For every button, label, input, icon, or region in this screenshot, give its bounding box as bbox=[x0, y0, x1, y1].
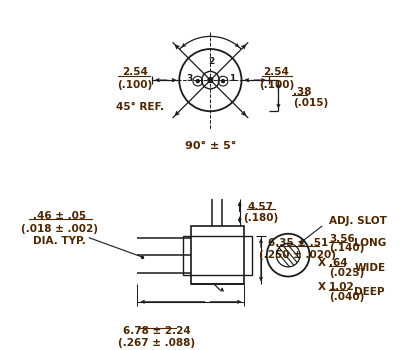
Text: 6.78 ± 2.24: 6.78 ± 2.24 bbox=[123, 326, 191, 336]
Text: (.250 ± .020): (.250 ± .020) bbox=[259, 250, 336, 260]
Text: DEEP: DEEP bbox=[354, 287, 385, 297]
Text: (.100): (.100) bbox=[117, 80, 152, 90]
Text: .38: .38 bbox=[293, 87, 312, 97]
Bar bbox=[183, 236, 252, 275]
Text: 2: 2 bbox=[208, 57, 214, 66]
Text: 90° ± 5°: 90° ± 5° bbox=[185, 141, 236, 151]
Text: 3.56: 3.56 bbox=[329, 233, 355, 244]
Text: 2.54: 2.54 bbox=[122, 67, 148, 77]
Text: 1: 1 bbox=[229, 74, 235, 83]
Text: .64: .64 bbox=[329, 258, 348, 268]
Bar bbox=[191, 226, 244, 284]
Circle shape bbox=[208, 78, 213, 83]
Text: (.180): (.180) bbox=[243, 213, 278, 223]
Text: (.267 ± .088): (.267 ± .088) bbox=[118, 338, 196, 348]
Text: (.018 ± .002): (.018 ± .002) bbox=[21, 224, 98, 234]
Text: (.100): (.100) bbox=[259, 80, 294, 90]
Text: X: X bbox=[317, 282, 325, 292]
Text: 6.35 ± .51: 6.35 ± .51 bbox=[268, 238, 328, 248]
Text: 1.02: 1.02 bbox=[329, 282, 355, 292]
Text: 4.57: 4.57 bbox=[248, 202, 274, 211]
Text: (.140): (.140) bbox=[329, 243, 364, 253]
Text: DIA. TYP.: DIA. TYP. bbox=[33, 236, 86, 246]
Text: 3: 3 bbox=[187, 74, 193, 83]
Circle shape bbox=[196, 80, 199, 83]
Text: (.025): (.025) bbox=[329, 268, 364, 278]
Text: .46 ± .05: .46 ± .05 bbox=[33, 211, 86, 221]
Text: (.015): (.015) bbox=[293, 98, 328, 107]
Text: ADJ. SLOT: ADJ. SLOT bbox=[329, 216, 387, 226]
Text: LONG: LONG bbox=[354, 238, 386, 248]
Circle shape bbox=[222, 80, 224, 83]
Text: WIDE: WIDE bbox=[354, 263, 386, 273]
Text: 2.54: 2.54 bbox=[264, 67, 290, 77]
Text: 45° REF.: 45° REF. bbox=[116, 102, 164, 112]
Text: X: X bbox=[317, 258, 325, 268]
Text: (.040): (.040) bbox=[329, 292, 364, 302]
